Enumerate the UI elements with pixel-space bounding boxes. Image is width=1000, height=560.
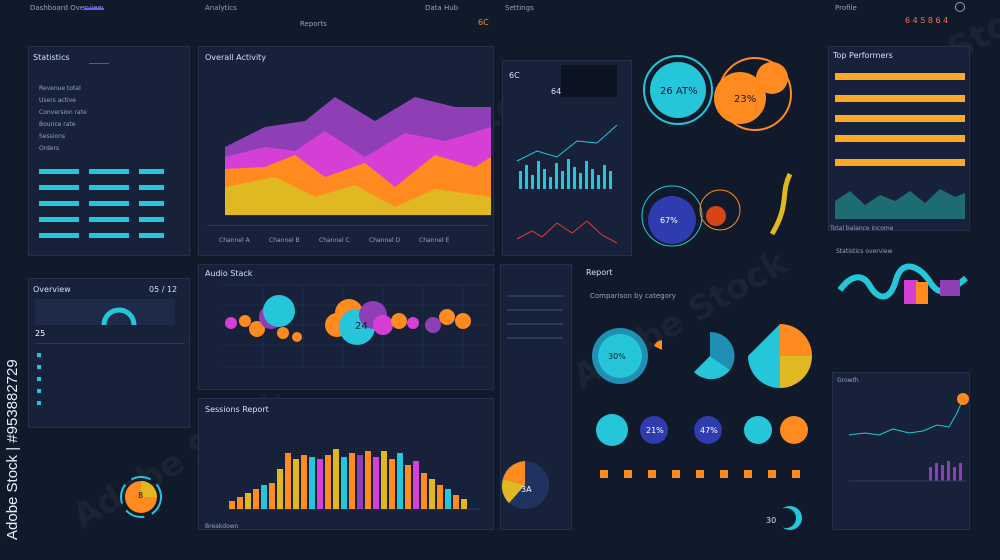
top-item[interactable]: Dashboard Overview xyxy=(30,4,104,12)
area-chart xyxy=(225,97,491,216)
legend-item: Channel B xyxy=(269,237,300,244)
panel-subtitle: Comparison by category xyxy=(590,292,676,300)
orange-circle-label: 23% xyxy=(734,94,757,105)
top-item[interactable]: Reports xyxy=(300,20,327,28)
bubble-chart-panel: Audio Stack 24 xyxy=(198,264,494,390)
right-lower-panel: Statistics overview xyxy=(832,244,972,364)
legend-item: Channel A xyxy=(219,237,250,244)
gauge-icon xyxy=(101,307,137,326)
mini-value: 64 xyxy=(551,87,562,96)
bubble-label: 24 xyxy=(355,321,368,332)
mini-chart-panel: 6C 64 xyxy=(502,60,632,256)
list-item[interactable]: Revenue total xyxy=(39,85,81,92)
legend-item: Channel E xyxy=(419,237,450,244)
list-item[interactable]: Orders xyxy=(39,145,60,152)
top-item[interactable]: Data Hub xyxy=(425,4,459,12)
donut-label: 8 xyxy=(138,491,144,500)
list-item[interactable]: Bounce rate xyxy=(39,121,76,128)
mini-line-red xyxy=(516,220,618,244)
line-chart-panel: Growth xyxy=(832,372,970,530)
legend-item: Channel C xyxy=(319,237,350,244)
overview-value: 25 xyxy=(35,329,46,338)
right-bars-panel: Top Performers xyxy=(828,46,970,231)
stock-id: Adobe Stock | #953882729 xyxy=(4,359,21,540)
panel-title: Overview xyxy=(33,285,71,294)
count-label: 05 / 12 xyxy=(149,285,178,294)
right-line-chart xyxy=(848,393,969,482)
list-item[interactable]: Sessions xyxy=(39,133,66,140)
report-panel: Report Comparison by category 30% 21% 47… xyxy=(580,264,824,530)
histogram-panel: Sessions Report xyxy=(198,398,494,530)
right-area-chart xyxy=(835,189,965,219)
middle-list-panel: 3A xyxy=(500,264,572,530)
top-item[interactable]: Analytics xyxy=(205,4,237,12)
mini-column-chart xyxy=(516,124,618,189)
top-bar: Dashboard Overview Analytics Reports Dat… xyxy=(0,0,1000,40)
cyan-circle-label: 26 AT% xyxy=(660,86,698,97)
bubble-chart xyxy=(223,284,489,368)
mini-value: 6C xyxy=(509,71,520,80)
top-item[interactable]: Settings xyxy=(505,4,534,12)
circles-panel: 26 AT% 23% 67% xyxy=(640,46,820,256)
panel-title: Statistics overview xyxy=(836,248,893,255)
right-bars-footer: Total balance income xyxy=(830,225,894,232)
donut-bottom xyxy=(776,506,802,530)
histogram-chart xyxy=(229,449,479,510)
small-pie xyxy=(501,461,549,509)
top-counter: 6C xyxy=(478,18,489,27)
blue-circle-label: 67% xyxy=(660,216,678,225)
stats-panel: Statistics Revenue total Users active Co… xyxy=(28,46,190,256)
panel-title: Top Performers xyxy=(833,51,893,60)
circle-stats xyxy=(643,55,792,131)
top-item[interactable]: Profile xyxy=(835,4,857,12)
panel-title: Statistics xyxy=(33,53,70,62)
area-chart-panel: Overall Activity Channel A Channel B Cha… xyxy=(198,46,494,256)
donut-small xyxy=(120,476,162,518)
donut-bottom-label: 30 xyxy=(766,516,777,525)
right-wave-chart xyxy=(837,263,968,304)
circle-row xyxy=(596,414,808,446)
circle-label: 47% xyxy=(700,426,718,435)
chart-title: Sessions Report xyxy=(205,405,269,414)
legend-item: Channel D xyxy=(369,237,401,244)
settings-icon[interactable] xyxy=(955,2,965,12)
donut-small-panel: 8 xyxy=(28,438,190,530)
line-label: Growth xyxy=(837,377,859,384)
small-pie-label: 3A xyxy=(521,485,532,494)
list-item[interactable]: Users active xyxy=(39,97,76,104)
chart-title: Audio Stack xyxy=(205,269,253,278)
blue-circles xyxy=(641,172,793,247)
pie-label: 30% xyxy=(608,352,626,361)
panel-title: Report xyxy=(586,268,613,277)
chart-title: Overall Activity xyxy=(205,53,267,62)
circle-label: 21% xyxy=(646,426,664,435)
list-item[interactable]: Conversion rate xyxy=(39,109,87,116)
top-counter-right: 6 4 5 8 6 4 xyxy=(905,16,949,25)
histogram-footer: Breakdown xyxy=(205,523,239,530)
overview-panel: Overview 05 / 12 25 xyxy=(28,278,190,428)
pie-row xyxy=(592,324,812,388)
